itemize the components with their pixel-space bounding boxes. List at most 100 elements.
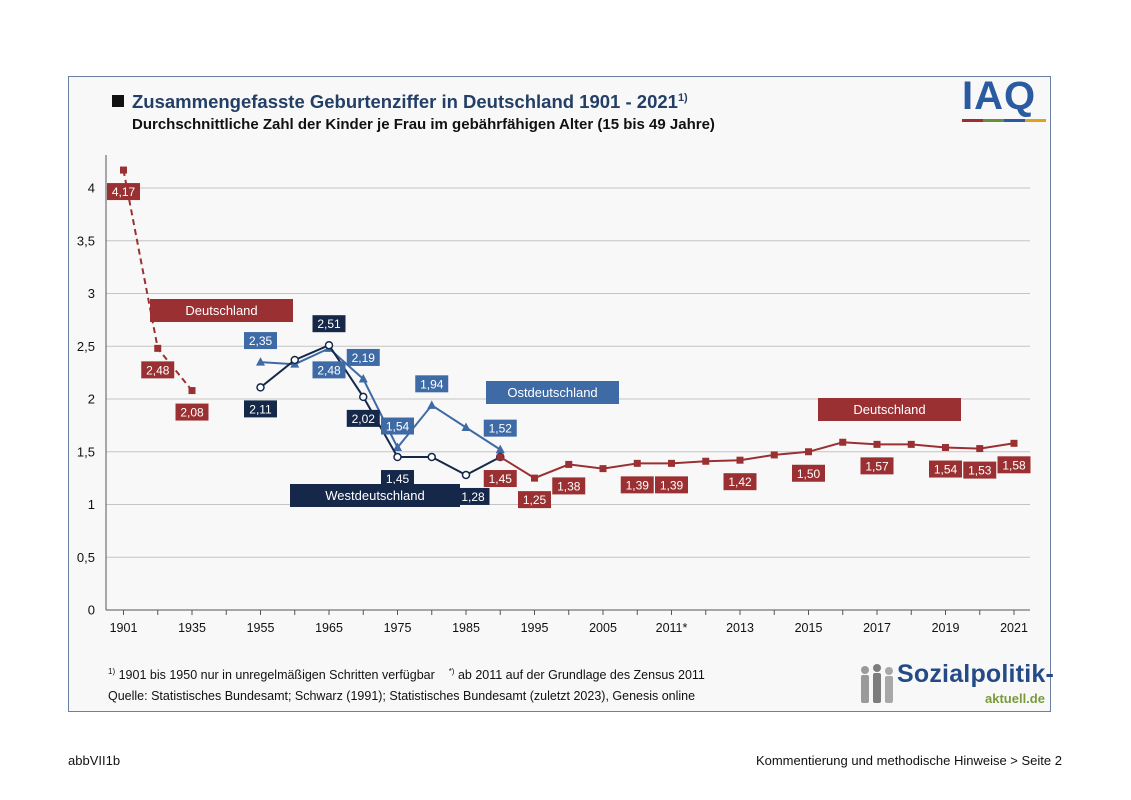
series-ost-point-marker <box>393 442 402 452</box>
series-de_late-point-marker <box>668 459 675 467</box>
data-label-box <box>312 361 346 379</box>
data-label-box <box>381 417 414 435</box>
series-name-label: Deutschland <box>853 402 925 417</box>
x-tick-label: 2017 <box>863 621 891 635</box>
footnote-1: 1901 bis 1950 nur in unregelmäßigen Schr… <box>118 668 435 683</box>
y-tick-label: 1,5 <box>77 444 95 459</box>
title-bullet-icon <box>112 95 124 107</box>
data-label: 1,39 <box>626 478 650 492</box>
data-label: 2,19 <box>352 351 376 365</box>
data-label: 4,17 <box>112 185 136 199</box>
chart-subtitle: Durchschnittliche Zahl der Kinder je Fra… <box>132 116 715 133</box>
data-label: 1,25 <box>523 493 547 507</box>
chart-title-text: Zusammengefasste Geburtenziffer in Deuts… <box>132 91 678 112</box>
grid-layer <box>106 187 1030 611</box>
data-label: 2,02 <box>352 412 376 426</box>
data-label: 1,53 <box>968 464 992 478</box>
series-de_late-point-marker <box>976 445 984 453</box>
series-west-point-marker <box>290 355 299 365</box>
series-west-point-marker <box>427 452 436 462</box>
data-label: 1,45 <box>386 472 410 486</box>
series-name-label: Westdeutschland <box>325 488 425 503</box>
data-label: 1,38 <box>557 479 581 493</box>
series-ost-point-marker <box>461 422 471 431</box>
series-ost-point-marker <box>358 373 368 383</box>
data-label: 2,51 <box>317 317 341 331</box>
data-label-box <box>141 361 175 379</box>
series-ost-point-marker <box>427 400 437 409</box>
iaq-logo-bar-yellow <box>1025 119 1046 122</box>
data-label-box <box>175 403 209 421</box>
source-note: Quelle: Statistisches Bundesamt; Schwarz… <box>108 689 696 703</box>
x-tick-label: 2019 <box>932 621 960 635</box>
data-label: 1,54 <box>934 463 958 477</box>
data-label: 2,11 <box>249 402 272 416</box>
data-label: 2,08 <box>180 406 204 420</box>
series-de_late-point-marker <box>1010 439 1018 447</box>
series-de_late-point-marker <box>942 444 949 452</box>
x-tick-label: 1935 <box>178 621 206 635</box>
series-name-banner <box>150 299 293 322</box>
series-de_late-point-marker <box>805 448 812 456</box>
y-tick-label: 3,5 <box>77 233 95 248</box>
data-label-box <box>244 332 277 350</box>
x-tick-label: 1985 <box>452 621 480 635</box>
x-tick-label: 1955 <box>247 621 275 635</box>
series-name-banner <box>818 398 961 421</box>
series-west-point-marker <box>461 470 471 480</box>
data-label-box <box>107 183 140 201</box>
data-label-box <box>346 348 380 366</box>
data-label-box <box>381 470 414 488</box>
data-label: 1,58 <box>1002 458 1026 472</box>
data-label-box <box>312 315 346 333</box>
y-tick-label: 3 <box>88 286 95 301</box>
series-line-west <box>259 343 501 477</box>
data-label: 1,45 <box>489 472 513 486</box>
series-de_early-point-marker <box>188 387 196 395</box>
iaq-logo: IAQ <box>962 76 1048 122</box>
series-name-label: Deutschland <box>185 303 257 318</box>
series-name-label: Ostdeutschland <box>507 385 597 400</box>
y-tick-label: 0,5 <box>77 550 95 565</box>
iaq-logo-text: IAQ <box>962 74 1037 118</box>
data-label-box <box>456 487 490 505</box>
people-silhouettes-icon <box>861 664 893 703</box>
data-label: 1,94 <box>420 377 444 391</box>
page-reference: Kommentierung und methodische Hinweise >… <box>755 753 1062 768</box>
series-de_late-point-marker <box>770 451 778 459</box>
x-tick-label: 2013 <box>726 621 754 635</box>
iaq-logo-bar-blue <box>1004 119 1025 122</box>
data-label: 2,35 <box>249 334 273 348</box>
series-name-banner <box>290 484 460 507</box>
series-de_early-point-marker <box>120 166 127 174</box>
data-label-box <box>963 461 997 479</box>
y-tick-label: 4 <box>88 181 95 196</box>
data-label: 1,50 <box>797 467 821 481</box>
series-line-de_late <box>499 441 1015 480</box>
series-de_late-point-marker <box>907 440 915 448</box>
data-label-box <box>483 419 517 437</box>
x-tick-label: 2011* <box>656 621 688 635</box>
series-de_late-point-marker <box>873 440 881 448</box>
y-tick-label: 2 <box>88 392 95 407</box>
label-layer: 4,17 2,48 2,08 2,35 2,48 2,19 1,54 1,94 1,52 2,11… <box>107 183 1031 509</box>
chart-title-footnote-marker: 1) <box>677 91 688 104</box>
data-label-box <box>415 375 449 393</box>
series-de_late-point-marker <box>702 457 710 465</box>
series-de_late-point-marker <box>531 474 538 482</box>
data-label-box <box>620 476 654 494</box>
data-label: 1,54 <box>386 420 410 434</box>
data-label-box <box>483 470 517 488</box>
series-west-point-marker <box>393 452 402 462</box>
series-line-de_early <box>122 169 193 392</box>
data-label-box <box>792 464 825 482</box>
data-label-box <box>552 477 586 495</box>
sozialpolitik-logo-text: Sozialpolitik- <box>897 660 1054 688</box>
series-de_late-point-marker <box>496 453 504 461</box>
data-label-box <box>518 491 551 509</box>
footnote-line: 1) 1901 bis 1950 nur in unregelmäßigen S… <box>108 667 705 682</box>
series-de_early-point-marker <box>154 344 162 352</box>
series-de_late-point-marker <box>839 438 847 446</box>
series-de_late-point-marker <box>736 456 744 464</box>
